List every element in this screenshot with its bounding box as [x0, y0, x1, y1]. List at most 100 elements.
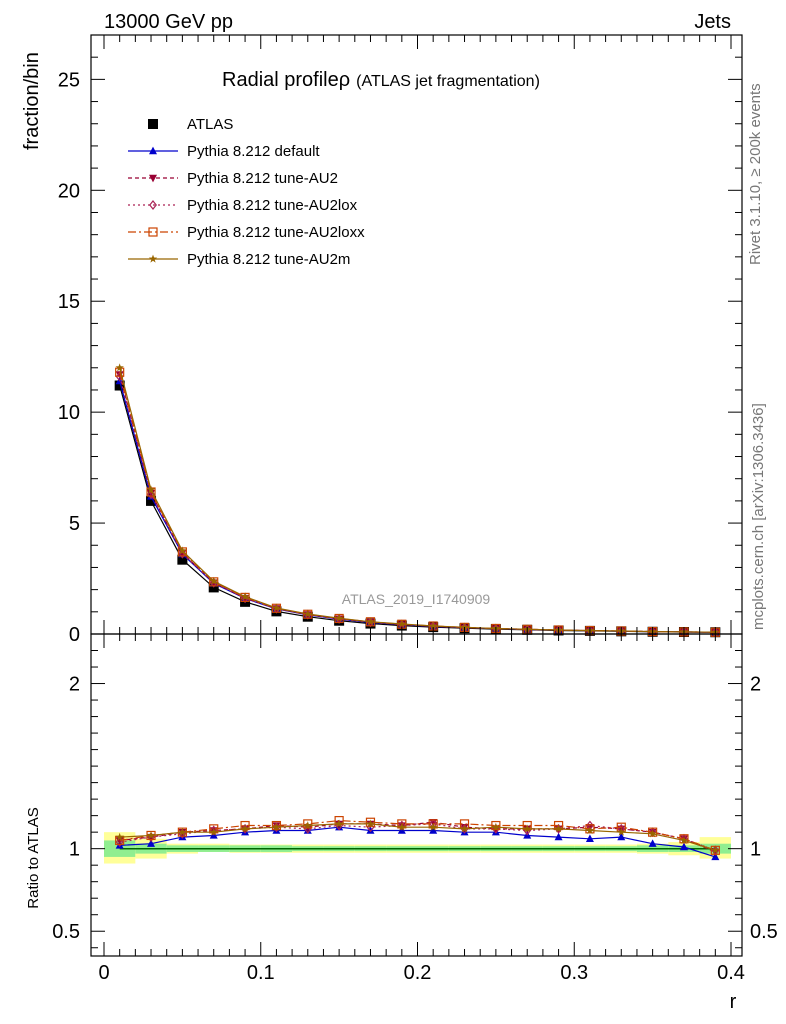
ratio-point-1	[366, 826, 375, 834]
main-point-5	[178, 546, 187, 555]
main-y-tick-label: 25	[58, 69, 80, 91]
ratio-point-4	[271, 820, 282, 831]
legend: ATLAS Pythia 8.212 default Pythia 8.212 tu…	[128, 116, 365, 268]
ratio-point-4	[585, 824, 595, 834]
ratio-y-tick-label-right: 1	[750, 839, 761, 861]
ratio-point-1	[147, 839, 156, 847]
legend-marker-4	[148, 227, 158, 237]
legend-marker-1	[149, 146, 157, 155]
legend-label-5: Pythia 8.212 tune-AU2m	[187, 251, 350, 268]
main-point-0	[146, 495, 157, 506]
main-point-0	[114, 380, 125, 391]
main-point-5	[429, 621, 438, 630]
axes-group: 0 0.1 0.2 0.3 0.4 0 5 10 15 20 25 0.5 0.5 1 1 2 2	[52, 34, 778, 984]
ratio-point-1	[554, 832, 563, 841]
ratio-point-5	[648, 829, 657, 838]
header-right: Jets	[694, 11, 731, 33]
legend-label-0: ATLAS	[187, 116, 233, 133]
main-point-5	[460, 622, 469, 631]
main-point-5	[115, 363, 124, 372]
ratio-point-5	[617, 827, 626, 836]
legend-marker-3	[149, 200, 157, 210]
ratio-panel-frame	[90, 633, 743, 957]
ratio-series-line-1	[119, 826, 716, 858]
ratio-point-5	[523, 824, 532, 833]
analysis-watermark: ATLAS_2019_I1740909	[342, 591, 491, 607]
ratio-point-5	[115, 832, 124, 841]
ratio-point-5	[460, 824, 469, 833]
ratio-point-3	[115, 837, 124, 848]
main-y-tick-label: 20	[58, 180, 80, 202]
main-point-5	[146, 485, 156, 494]
rivet-label: Rivet 3.1.10, ≥ 200k events	[747, 83, 764, 265]
main-y-tick-label: 15	[58, 291, 80, 313]
main-point-5	[334, 613, 344, 622]
ratio-point-5	[303, 821, 312, 830]
ratio-point-1	[679, 842, 688, 851]
ratio-y-tick-label: 0.5	[52, 921, 80, 943]
ratio-point-1	[429, 826, 438, 834]
legend-label-4: Pythia 8.212 tune-AU2loxx	[187, 224, 365, 241]
legend-marker-0	[148, 119, 158, 129]
main-point-5	[209, 576, 218, 585]
x-tick-label: 0.1	[247, 962, 275, 984]
main-point-5	[272, 603, 281, 612]
legend-label-3: Pythia 8.212 tune-AU2lox	[187, 197, 358, 214]
ratio-point-4	[303, 819, 313, 829]
ratio-point-5	[585, 826, 595, 835]
ratio-point-5	[554, 824, 563, 833]
ratio-point-4	[679, 834, 689, 844]
ratio-point-1	[585, 834, 594, 842]
main-point-5	[397, 619, 406, 628]
legend-label-2: Pythia 8.212 tune-AU2	[187, 170, 338, 187]
ratio-series-line-4	[119, 819, 716, 851]
legend-marker-2	[149, 174, 157, 183]
main-y-axis-title: fraction/bin	[21, 52, 43, 150]
main-point-5	[366, 617, 375, 626]
ratio-point-5	[491, 822, 501, 831]
x-tick-label: 0.3	[560, 962, 588, 984]
ratio-series-group	[115, 815, 720, 861]
plot-title: Radial profileρ (ATLAS jet fragmentation)	[222, 69, 540, 91]
ratio-y-tick-label: 2	[69, 674, 80, 696]
legend-marker-5	[148, 254, 158, 263]
ratio-y-tick-label-right: 2	[750, 674, 761, 696]
x-tick-label: 0	[98, 962, 109, 984]
ratio-point-5	[178, 827, 187, 836]
ratio-point-4	[648, 827, 658, 837]
ratio-y-tick-label: 1	[69, 839, 80, 861]
x-tick-label: 0.4	[717, 962, 745, 984]
ratio-point-5	[711, 845, 720, 854]
ratio-point-2	[429, 819, 438, 827]
ratio-point-5	[397, 822, 406, 831]
ratio-point-5	[240, 824, 250, 833]
mcplots-label: mcplots.cern.ch [arXiv:1306.3436]	[750, 403, 767, 630]
ratio-point-5	[272, 822, 281, 831]
main-point-5	[240, 592, 250, 601]
main-point-5	[303, 609, 312, 618]
ratio-point-3	[397, 820, 406, 831]
ratio-point-5	[679, 836, 689, 844]
ratio-y-axis-title: Ratio to ATLAS	[25, 807, 42, 908]
ratio-series-line-2	[119, 821, 716, 853]
header-left: 13000 GeV pp	[104, 11, 233, 33]
ratio-series-line-5	[119, 823, 716, 851]
plot-title-symbol: ρ	[339, 69, 350, 91]
ratio-y-tick-label-right: 0.5	[750, 921, 778, 943]
plot-title-main: Radial profile	[222, 69, 339, 91]
plot-title-sub: (ATLAS jet fragmentation)	[356, 73, 540, 90]
legend-label-1: Pythia 8.212 default	[187, 143, 320, 160]
ratio-point-5	[334, 819, 344, 828]
ratio-point-5	[429, 822, 438, 831]
ratio-point-5	[146, 831, 156, 839]
main-y-tick-label: 5	[69, 513, 80, 535]
x-axis-title: r	[730, 991, 737, 1013]
ratio-point-1	[617, 832, 626, 841]
ratio-point-5	[209, 827, 218, 836]
main-point-0	[177, 554, 188, 565]
x-tick-label: 0.2	[404, 962, 432, 984]
ratio-point-4	[365, 817, 376, 827]
main-y-tick-label: 0	[69, 624, 80, 646]
ratio-point-1	[648, 839, 657, 847]
